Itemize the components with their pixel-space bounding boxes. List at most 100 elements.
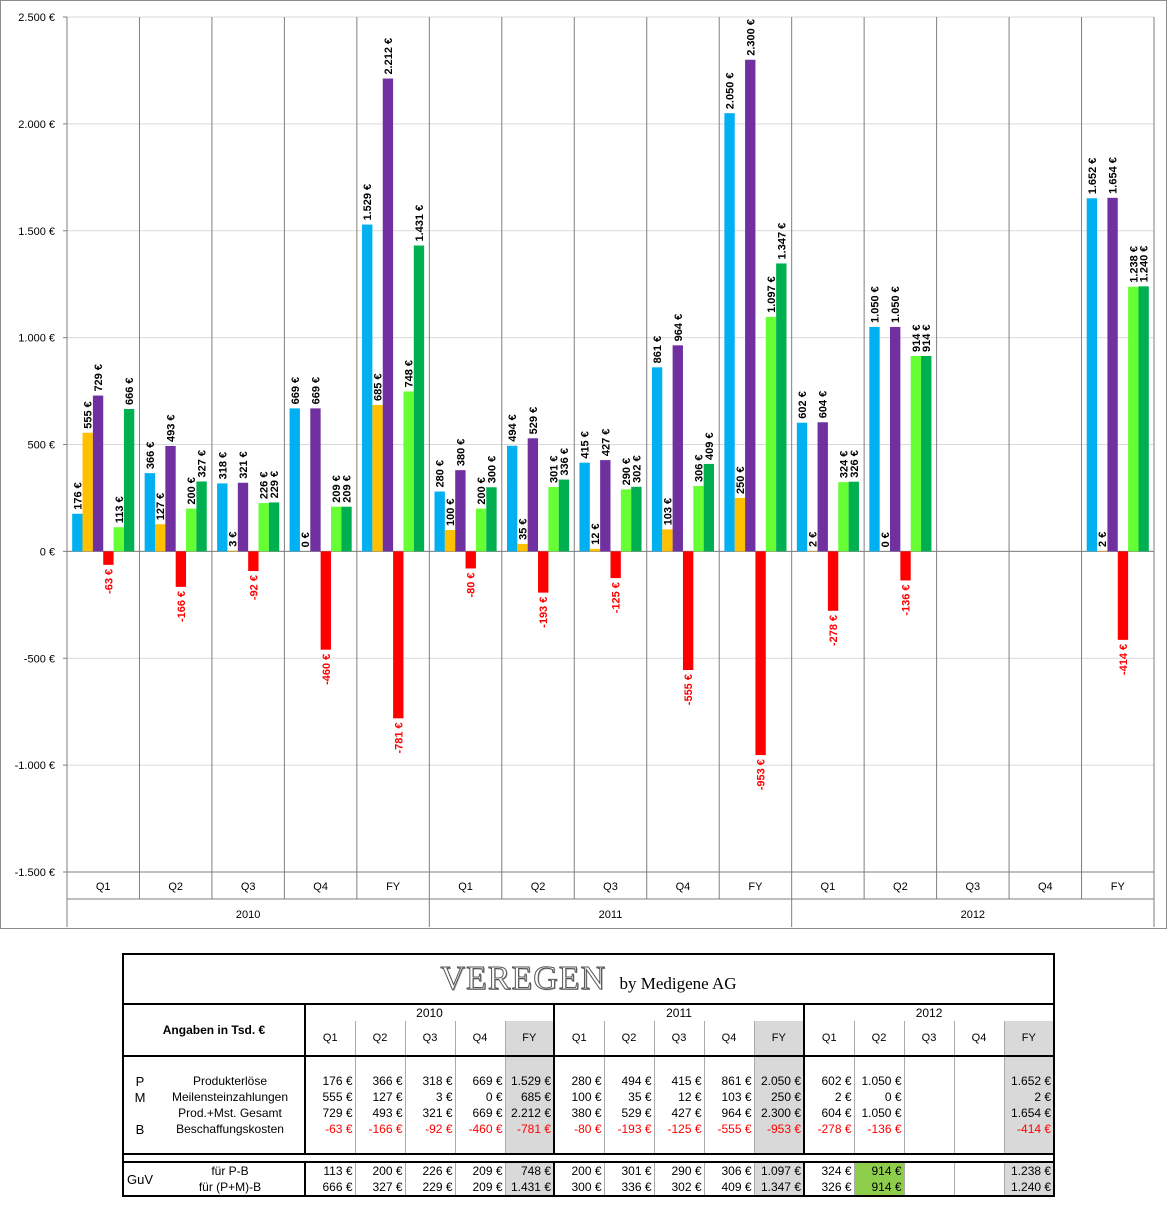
data-label: 366 € — [145, 442, 157, 470]
spacer-cell — [304, 1056, 355, 1073]
bar — [765, 316, 777, 552]
bar — [1086, 198, 1098, 552]
data-label: 324 € — [838, 451, 850, 479]
table-cell: 324 € — [803, 1162, 854, 1179]
block-separator — [121, 1153, 1056, 1163]
period-header: Q3 — [903, 1021, 954, 1057]
data-label: 529 € — [528, 407, 540, 435]
bar — [755, 551, 766, 756]
data-label: 1.050 € — [869, 286, 881, 323]
table-cell — [903, 1121, 954, 1137]
data-label: 669 € — [310, 377, 322, 405]
data-label: 127 € — [155, 493, 167, 521]
table-cell: -278 € — [803, 1121, 854, 1137]
data-label: 1.240 € — [1139, 246, 1151, 283]
data-label: 685 € — [373, 373, 385, 401]
row-label: Prod.+Mst. Gesamt — [178, 1106, 282, 1120]
table-cell: 127 € — [354, 1089, 405, 1105]
table-cell: 1.050 € — [853, 1105, 904, 1121]
spacer-cell — [653, 1137, 704, 1154]
spacer-cell — [156, 1137, 305, 1154]
x-tick-label: Q1 — [96, 881, 111, 893]
bar — [827, 551, 839, 611]
table-cell: 366 € — [354, 1073, 405, 1089]
period-header: FY — [1003, 1021, 1056, 1057]
x-tick-label: Q3 — [241, 881, 256, 893]
table-cell: -80 € — [553, 1121, 604, 1137]
bar — [1128, 286, 1139, 552]
data-label: -278 € — [828, 615, 840, 646]
period-header: Q2 — [603, 1021, 654, 1057]
table-cell: 0 € — [853, 1089, 904, 1105]
x-tick-label: Q4 — [1038, 881, 1053, 893]
data-label: 2.050 € — [725, 72, 737, 109]
table-cell: 321 € — [404, 1105, 455, 1121]
pmb-letter: M — [122, 1089, 156, 1105]
bar — [869, 326, 880, 552]
spacer-cell — [1003, 1056, 1056, 1073]
table-cell: 1.529 € — [504, 1073, 554, 1089]
data-table: VEREGEN by Medigene AG Angaben in Tsd. €… — [121, 953, 1056, 1197]
table-cell: 326 € — [803, 1179, 854, 1197]
bar — [123, 409, 135, 552]
spacer-cell — [122, 1137, 156, 1154]
data-label: 226 € — [259, 472, 271, 500]
table-cell: 493 € — [354, 1105, 405, 1121]
spacer-cell — [354, 1056, 405, 1073]
bar — [538, 551, 549, 593]
table-row: für (P+M)-B 666 €327 €229 €209 €1.431 €30… — [123, 1179, 1056, 1197]
data-label: -193 € — [538, 597, 550, 628]
period-header: Q1 — [803, 1021, 854, 1057]
x-tick-label: FY — [748, 881, 763, 893]
bar — [558, 479, 570, 552]
data-label: -953 € — [756, 759, 768, 790]
spacer-cell — [454, 1137, 505, 1154]
spacer-cell — [504, 1056, 554, 1073]
bar — [838, 482, 849, 552]
bar — [1117, 551, 1129, 640]
table-cell: 604 € — [803, 1105, 854, 1121]
bar — [465, 551, 476, 569]
y-tick-label: 1.500 € — [18, 226, 55, 238]
year-header: 2012 — [802, 1004, 1056, 1021]
data-label: -166 € — [176, 591, 188, 622]
table-cell: 529 € — [603, 1105, 654, 1121]
unit-header: Angaben in Tsd. € — [122, 1004, 305, 1057]
table-cell: 306 € — [703, 1162, 754, 1179]
x-tick-label: FY — [386, 881, 401, 893]
chart-frame: -1.500 € -1.000 € -500 € 0 € 500 € 1.000 € 1.5… — [0, 0, 1167, 929]
data-label: 306 € — [693, 454, 705, 482]
data-label: -136 € — [901, 584, 913, 615]
table-cell: -166 € — [354, 1121, 405, 1137]
x-tick-label: Q1 — [458, 881, 473, 893]
data-label: 1.431 € — [414, 205, 426, 242]
data-label: -63 € — [103, 569, 115, 594]
table-cell: -125 € — [653, 1121, 704, 1137]
bar — [631, 486, 642, 552]
bar — [548, 487, 559, 552]
spacer-cell — [753, 1056, 804, 1073]
y-tick-label: -1.000 € — [15, 760, 55, 772]
bar — [165, 445, 176, 552]
data-label: -92 € — [248, 575, 260, 600]
year-header: 2010 — [304, 1004, 554, 1021]
table-cell: 861 € — [703, 1073, 754, 1089]
data-label: 209 € — [342, 475, 354, 503]
year-label: 2012 — [961, 909, 985, 921]
spacer-cell — [953, 1137, 1004, 1154]
bar — [320, 551, 331, 650]
data-label: 748 € — [404, 360, 416, 388]
bar — [393, 551, 404, 719]
bar — [796, 422, 808, 552]
spacer-cell — [504, 1137, 554, 1154]
table-cell: 748 € — [504, 1162, 554, 1179]
bar — [1138, 286, 1149, 552]
table-cell: -136 € — [853, 1121, 904, 1137]
bar — [372, 404, 383, 552]
table-cell — [953, 1105, 1004, 1121]
bar — [662, 529, 673, 552]
bar-chart: -1.500 € -1.000 € -500 € 0 € 500 € 1.000 € 1.5… — [15, 12, 1155, 927]
data-label: 1.654 € — [1108, 157, 1120, 194]
y-tick-label: -500 € — [24, 653, 55, 665]
row-label: Meilensteinzahlungen — [171, 1090, 289, 1104]
